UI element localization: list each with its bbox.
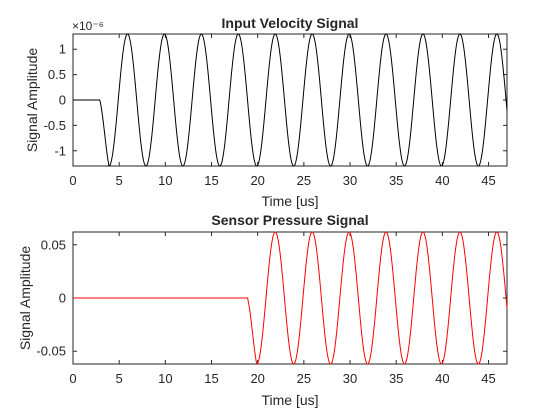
y-tick-label: 0.5 (48, 67, 66, 82)
x-tick-label: 45 (481, 173, 495, 188)
x-tick-label: 35 (389, 371, 403, 386)
x-tick-label: 15 (204, 173, 218, 188)
x-tick-label: 15 (204, 371, 218, 386)
y-tick-label: -0.5 (44, 118, 66, 133)
x-tick-label: 45 (481, 371, 495, 386)
x-axis-label: Time [us] (261, 193, 318, 209)
x-tick-label: 10 (158, 173, 172, 188)
x-tick-label: 40 (435, 371, 449, 386)
x-ticks: 0 5 10 15 20 25 30 35 40 45 (69, 232, 496, 386)
y-tick-label: -0.05 (36, 344, 66, 359)
y-tick-label: 0.05 (41, 237, 66, 252)
series-layer (73, 33, 508, 167)
series-layer (73, 231, 508, 365)
x-tick-label: 40 (435, 173, 449, 188)
y-ticks: -0.05 0 0.05 (36, 237, 507, 359)
x-ticks: 0 5 10 15 20 25 30 35 40 45 (69, 34, 496, 188)
y-ticks: -1 -0.5 0 0.5 1 (44, 42, 507, 158)
x-tick-label: 20 (250, 371, 264, 386)
series-line-0 (73, 231, 508, 365)
y-tick-label: 0 (59, 93, 66, 108)
x-axis-label: Time [us] (261, 392, 318, 408)
chart-title: Input Velocity Signal (222, 15, 359, 31)
x-tick-label: 35 (389, 173, 403, 188)
x-tick-label: 25 (297, 173, 311, 188)
y-exponent-label: ×10⁻⁶ (72, 19, 104, 33)
y-axis-label: Signal Amplitude (17, 246, 33, 351)
input-velocity-subplot: Input Velocity Signal ×10⁻⁶ -1-0.500.51 … (24, 15, 508, 209)
x-tick-label: 20 (250, 173, 264, 188)
y-tick-label: -1 (54, 143, 66, 158)
x-tick-label: 5 (116, 173, 123, 188)
series-line-0 (73, 33, 508, 167)
chart-title: Sensor Pressure Signal (211, 212, 368, 228)
x-tick-label: 0 (69, 173, 76, 188)
y-axis-label: Signal Amplitude (24, 48, 40, 153)
y-tick-label: 1 (59, 42, 66, 57)
x-tick-label: 0 (69, 371, 76, 386)
x-tick-label: 25 (297, 371, 311, 386)
x-tick-label: 10 (158, 371, 172, 386)
y-tick-label: 0 (59, 291, 66, 306)
x-tick-label: 30 (343, 371, 357, 386)
x-tick-label: 30 (343, 173, 357, 188)
x-tick-label: 5 (116, 371, 123, 386)
